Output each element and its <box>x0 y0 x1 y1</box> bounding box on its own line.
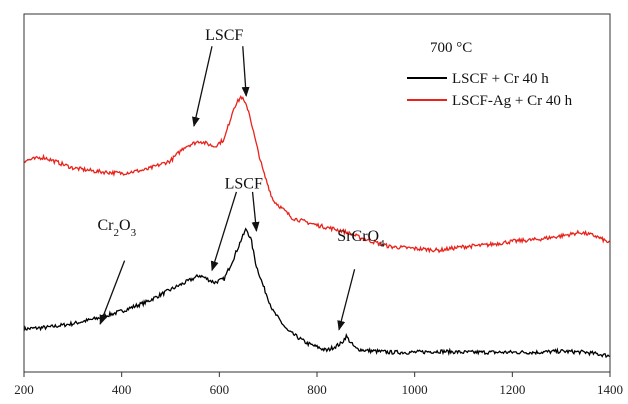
plot-frame <box>23 13 611 373</box>
annotation-arrow <box>251 191 260 232</box>
x-tick-label: 1400 <box>597 382 623 397</box>
annotation-arrow <box>241 46 250 97</box>
annotation-arrow <box>192 46 213 128</box>
annotation-label-1: LSCF <box>205 27 243 44</box>
annotation-arrow <box>337 269 356 331</box>
annotation-arrow <box>210 191 238 272</box>
legend-entry-1: LSCF + Cr 40 h <box>452 71 549 87</box>
x-tick-label: 800 <box>307 382 327 397</box>
series-line-2 <box>23 94 611 254</box>
legend: 700 °C LSCF + Cr 40 h LSCF-Ag + Cr 40 h <box>407 40 573 109</box>
legend-title: 700 °C <box>430 40 472 56</box>
annotation-label-4: SrCrO4 <box>337 228 385 250</box>
series-line-1 <box>23 227 611 359</box>
annotation-label-2: LSCF <box>225 176 263 193</box>
x-tick-label: 1200 <box>499 382 525 397</box>
x-tick-label: 400 <box>112 382 132 397</box>
annotation-arrow <box>99 260 126 325</box>
series-lines <box>23 94 611 359</box>
x-axis: 200 400 600 800 1000 1200 1400 <box>14 372 623 397</box>
legend-entry-2: LSCF-Ag + Cr 40 h <box>452 93 573 109</box>
x-tick-label: 600 <box>210 382 230 397</box>
x-tick-label: 200 <box>14 382 34 397</box>
annotation-label-3: Cr2O3 <box>98 217 137 239</box>
annotations: LSCF LSCF Cr2O3 SrCrO4 <box>98 27 385 331</box>
x-tick-label: 1000 <box>402 382 428 397</box>
